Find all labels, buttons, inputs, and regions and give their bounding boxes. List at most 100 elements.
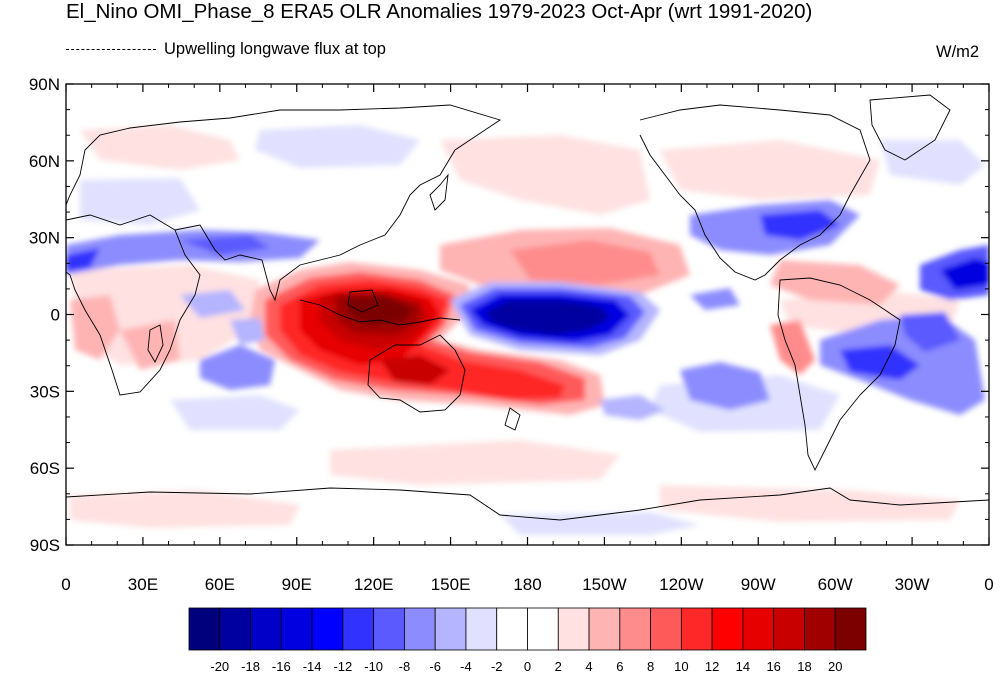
weak-negative-patch [500, 512, 700, 535]
negative-anomaly-indian-ocean [230, 318, 265, 345]
colorbar-label: -12 [333, 659, 352, 674]
colorbar-swatch [404, 607, 436, 651]
colorbar-label: 2 [555, 659, 562, 674]
colorbar-label: 6 [616, 659, 623, 674]
colorbar-swatch [742, 607, 775, 651]
lon-tick-label: 120E [354, 575, 394, 594]
lat-tick-label: 30S [30, 382, 60, 401]
colorbar-swatch [219, 607, 251, 651]
lat-tick-label: 90S [30, 536, 60, 555]
weak-negative-patch [80, 178, 200, 225]
colorbar-label: 20 [828, 659, 842, 674]
subtitle-text: Upwelling longwave flux at top [164, 40, 386, 58]
greenland-coastline [869, 94, 951, 161]
anomaly-shading [66, 125, 989, 535]
colorbar-label: -4 [460, 659, 472, 674]
south-america-coastline [777, 277, 901, 472]
africa-coastline [66, 214, 201, 396]
colorbar-label: 14 [736, 659, 750, 674]
antarctica-coastline [66, 487, 989, 521]
lon-tick-label: 120W [659, 575, 703, 594]
coastlines [66, 94, 989, 521]
colorbar-label: -20 [210, 659, 229, 674]
colorbar-label: 0 [524, 659, 531, 674]
lon-tick-label: 0 [61, 575, 70, 594]
colorbar-label: 16 [766, 659, 780, 674]
negative-anomaly-central-pacific [485, 300, 610, 335]
weak-positive-patch [70, 265, 260, 365]
colorbar-swatch [773, 607, 805, 651]
lon-tick-label: 180 [513, 575, 541, 594]
colorbar-swatch [250, 607, 282, 651]
colorbar-label: 4 [585, 659, 592, 674]
colorbar-swatch [280, 607, 313, 651]
negative-anomaly-south-pacific [680, 362, 770, 410]
positive-anomaly-north-pacific [510, 240, 660, 285]
negative-anomaly-north-atlantic [940, 258, 989, 290]
lat-tick-label: 60N [29, 152, 60, 171]
colorbar-swatch [311, 607, 344, 651]
indonesia-coastline [299, 299, 461, 326]
eurasia-coastline [66, 104, 502, 302]
colorbar-swatch [619, 607, 651, 651]
colorbar-label: 12 [705, 659, 719, 674]
chart-title: El_Nino OMI_Phase_8 ERA5 OLR Anomalies 1… [66, 0, 813, 23]
weak-negative-patch [170, 395, 300, 430]
lon-tick-label: 60E [205, 575, 235, 594]
lon-tick-label: 30W [895, 575, 930, 594]
colorbar-label: -8 [399, 659, 411, 674]
weak-negative-patch [255, 125, 420, 168]
lon-tick-label: 90E [282, 575, 312, 594]
positive-anomaly-south-america [770, 320, 815, 375]
lon-tick-label: 30E [128, 575, 158, 594]
lat-tick-label: 60S [30, 459, 60, 478]
negative-anomaly-atlantic-tropics [690, 288, 740, 310]
colorbar-swatch [650, 607, 682, 651]
anomaly-field [66, 84, 989, 545]
colorbar-label: 10 [674, 659, 688, 674]
colorbar-swatch [373, 607, 405, 651]
weak-positive-patch [660, 140, 880, 200]
weak-negative-patch [880, 140, 985, 185]
dashed-line-icon [66, 49, 156, 51]
colorbar-swatch [496, 607, 528, 651]
colorbar-swatch [557, 607, 590, 651]
weak-positive-patch [660, 485, 960, 522]
weak-positive-patch [70, 490, 300, 528]
latitude-axis: 90N 60N 30N 0 30S 60S 90S [29, 75, 989, 555]
subtitle: Upwelling longwave flux at top [66, 40, 386, 59]
negative-anomaly-arabia [66, 248, 100, 272]
colorbar-swatch [188, 607, 221, 651]
colorbar-label: -16 [272, 659, 291, 674]
colorbar-swatch [680, 607, 713, 651]
lon-tick-label: 150W [582, 575, 626, 594]
positive-anomaly-africa [120, 320, 180, 370]
colorbar-label: 8 [647, 659, 654, 674]
lat-tick-label: 30N [29, 229, 60, 248]
colorbar-label: -14 [303, 659, 322, 674]
negative-anomaly-tasman [600, 395, 665, 420]
positive-anomaly-core [380, 355, 450, 385]
colorbar-swatch [588, 607, 621, 651]
weak-positive-patch [80, 125, 240, 170]
colorbar-label: -10 [364, 659, 383, 674]
lon-tick-label: 150E [431, 575, 471, 594]
lon-tick-label: 90W [741, 575, 776, 594]
weak-positive-patch [330, 440, 620, 485]
lon-tick-label: 60W [818, 575, 853, 594]
negative-anomaly-south-atlantic [900, 312, 960, 352]
colorbar-swatch [342, 607, 375, 651]
colorbar-label: -18 [241, 659, 260, 674]
lat-tick-label: 0 [51, 306, 60, 325]
negative-anomaly-arabia [180, 235, 270, 255]
positive-anomaly-core [345, 296, 412, 326]
borneo-coastline [347, 289, 379, 313]
lat-tick-label: 90N [29, 75, 60, 94]
colorbar-swatch [711, 607, 744, 651]
colorbar-swatch [465, 607, 498, 651]
colorbar-swatch [834, 607, 867, 651]
colorbar-label: 18 [797, 659, 811, 674]
negative-anomaly-indian-ocean [200, 345, 275, 390]
new-zealand-coastline [504, 407, 521, 431]
